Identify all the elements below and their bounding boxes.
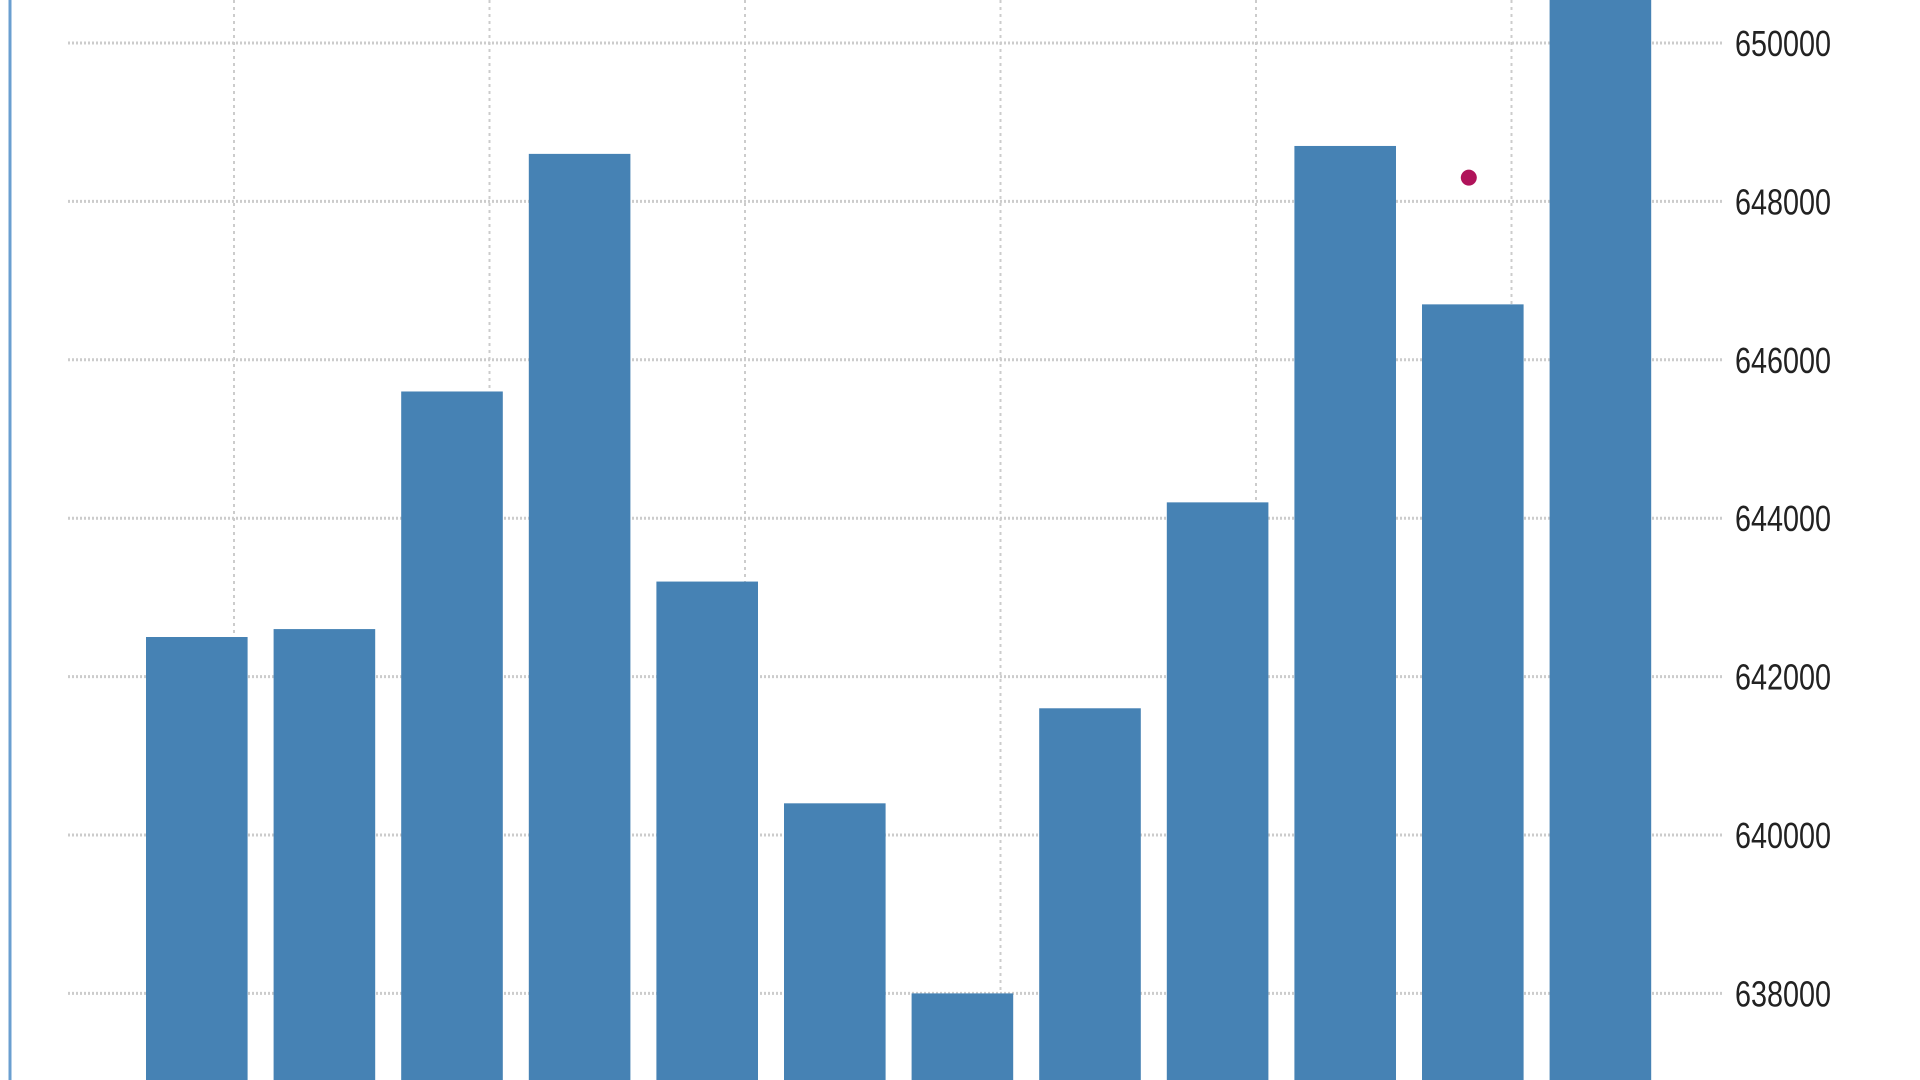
bar	[1549, 0, 1652, 1080]
bar	[784, 803, 886, 1080]
bar	[1294, 145, 1396, 1080]
y-tick-label: 646000	[1735, 340, 1831, 381]
y-tick-label: 644000	[1735, 498, 1831, 539]
bar	[1166, 502, 1269, 1080]
forecast-marker	[1460, 169, 1477, 186]
bar	[1422, 304, 1524, 1080]
bar	[656, 581, 758, 1080]
bar	[273, 629, 376, 1080]
bar	[1039, 708, 1141, 1080]
bar	[146, 637, 248, 1080]
y-tick-label: 642000	[1735, 656, 1831, 697]
y-tick-label: 648000	[1735, 181, 1831, 222]
y-tick-label: 638000	[1735, 973, 1831, 1014]
bar	[911, 993, 1014, 1080]
bar	[528, 153, 631, 1080]
y-tick-label: 650000	[1735, 23, 1831, 64]
y-tick-label: 640000	[1735, 815, 1831, 856]
bar	[401, 391, 503, 1080]
